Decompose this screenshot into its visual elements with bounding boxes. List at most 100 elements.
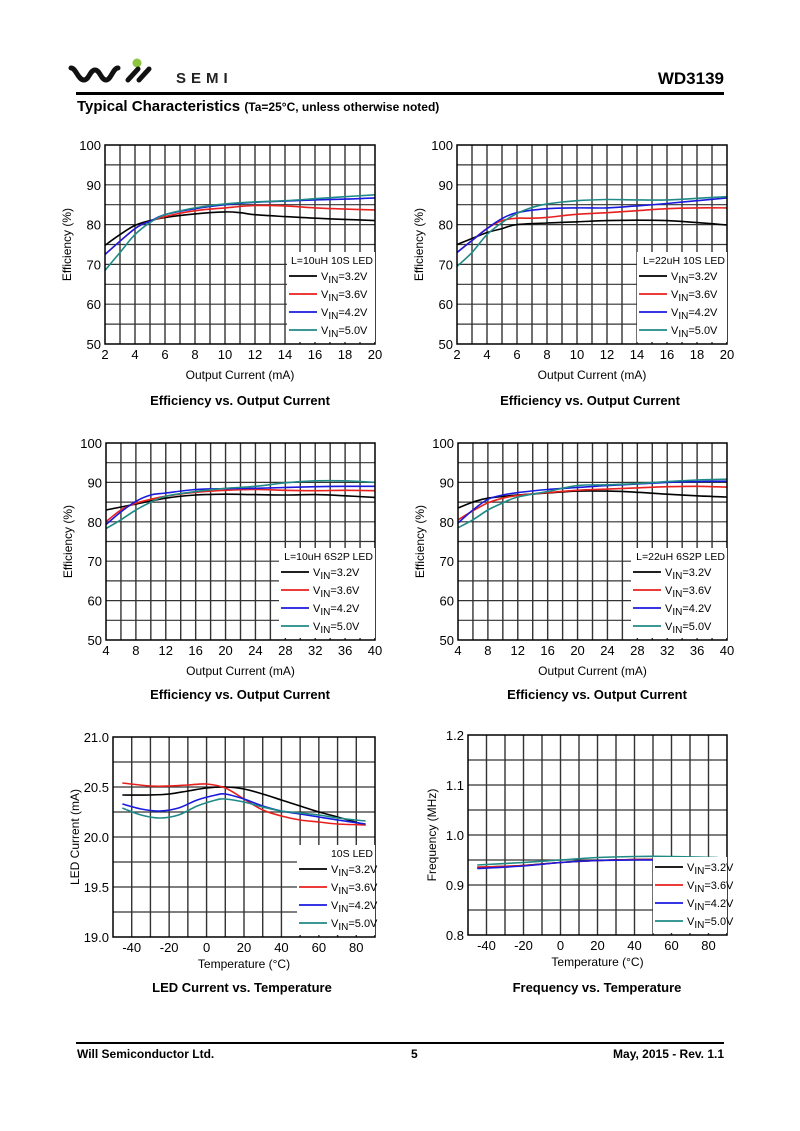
y-axis-label: Efficiency (%) — [61, 505, 75, 578]
legend-label: VIN=3.6V — [665, 585, 712, 600]
x-tick-label: 40 — [627, 938, 641, 953]
x-tick-label: 12 — [600, 347, 614, 362]
x-tick-label: 4 — [454, 643, 461, 658]
y-tick-label: 60 — [440, 594, 454, 609]
x-tick-label: -40 — [477, 938, 496, 953]
y-tick-label: 50 — [440, 633, 454, 648]
x-tick-label: 12 — [159, 643, 173, 658]
y-tick-label: 50 — [87, 337, 101, 352]
x-tick-label: 20 — [720, 347, 734, 362]
footer-rule — [76, 1042, 724, 1044]
footer-page-number: 5 — [411, 1047, 418, 1061]
x-tick-label: 40 — [368, 643, 382, 658]
legend-label: VIN=3.2V — [687, 862, 734, 877]
series-line-vin-3-2v — [104, 211, 376, 246]
x-tick-label: -40 — [122, 940, 141, 955]
x-tick-label: 24 — [248, 643, 262, 658]
x-tick-label: 4 — [102, 643, 109, 658]
logo-text: SEMI — [176, 70, 233, 87]
y-tick-label: 1.2 — [446, 728, 464, 743]
x-tick-label: 20 — [590, 938, 604, 953]
series-line-vin-3-2v — [122, 786, 366, 826]
series-line-vin-5-0v — [105, 479, 376, 530]
y-tick-label: 90 — [88, 475, 102, 490]
plot-frame — [112, 736, 376, 938]
series-line-vin-5-0v — [477, 855, 718, 866]
x-tick-label: 28 — [278, 643, 292, 658]
y-tick-label: 90 — [440, 475, 454, 490]
legend-box — [279, 548, 375, 638]
legend-title: L=22uH 10S LED — [643, 255, 725, 267]
x-tick-label: 80 — [701, 938, 715, 953]
chart-1-caption: Efficiency vs. Output Current — [150, 393, 330, 408]
x-axis-label: Temperature (°C) — [198, 957, 290, 971]
series-line-vin-5-0v — [457, 478, 728, 529]
y-axis-label: Efficiency (%) — [412, 208, 426, 281]
x-tick-label: 12 — [248, 347, 262, 362]
x-tick-label: 10 — [218, 347, 232, 362]
y-tick-label: 80 — [440, 515, 454, 530]
legend-box — [637, 252, 727, 342]
x-tick-label: 16 — [188, 643, 202, 658]
plot-frame — [456, 144, 728, 345]
y-tick-label: 80 — [87, 218, 101, 233]
y-tick-label: 21.0 — [84, 730, 109, 745]
legend-label: VIN=4.2V — [665, 603, 712, 618]
x-tick-label: 2 — [101, 347, 108, 362]
legend-label: VIN=3.2V — [665, 567, 712, 582]
legend-title: L=22uH 6S2P LED — [636, 551, 725, 563]
x-tick-label: 60 — [664, 938, 678, 953]
x-tick-label: 8 — [543, 347, 550, 362]
y-tick-label: 100 — [431, 138, 453, 153]
legend-label: VIN=3.6V — [313, 585, 360, 600]
y-tick-label: 100 — [432, 436, 454, 451]
x-axis-label: Temperature (°C) — [551, 955, 643, 969]
legend-label: VIN=3.2V — [671, 271, 718, 286]
chart-5: 19.0 19.5 20.0 20.5 21.0 -40 -20 0 20 40 60 80 Tempe… — [68, 730, 378, 971]
series-line-vin-4-2v — [456, 197, 728, 254]
legend-label: VIN=5.0V — [313, 621, 360, 636]
legend-label: VIN=4.2V — [687, 898, 734, 913]
x-tick-label: -20 — [514, 938, 533, 953]
series-line-vin-5-0v — [456, 195, 728, 267]
section-title-text: Typical Characteristics — [77, 98, 241, 115]
section-note: (Ta=25°C, unless otherwise noted) — [244, 100, 440, 114]
x-tick-label: 16 — [660, 347, 674, 362]
legend-label: VIN=3.6V — [321, 289, 368, 304]
x-tick-label: -20 — [160, 940, 179, 955]
legend-label: VIN=5.0V — [331, 918, 378, 933]
chart-4-caption: Efficiency vs. Output Current — [507, 687, 687, 702]
y-tick-label: 0.9 — [446, 878, 464, 893]
x-tick-label: 20 — [218, 643, 232, 658]
y-axis-label: Efficiency (%) — [413, 505, 427, 578]
x-tick-label: 10 — [570, 347, 584, 362]
plot-frame — [104, 144, 376, 345]
x-tick-label: 0 — [557, 938, 564, 953]
plot-frame — [105, 442, 376, 641]
y-tick-label: 19.0 — [84, 930, 109, 945]
legend-label: VIN=4.2V — [331, 900, 378, 915]
legend-box — [631, 548, 727, 638]
y-tick-label: 90 — [87, 178, 101, 193]
x-tick-label: 16 — [540, 643, 554, 658]
chart-6-caption: Frequency vs. Temperature — [512, 980, 682, 995]
chart-4: 50 60 70 80 90 100 4 8 12 16 20 24 28 32 36 40 Output Cu… — [413, 436, 734, 678]
x-tick-label: 36 — [690, 643, 704, 658]
series-line-vin-3-6v — [457, 485, 728, 521]
y-tick-label: 20.5 — [84, 780, 109, 795]
legend-label: VIN=5.0V — [321, 325, 368, 340]
x-tick-label: 8 — [484, 643, 491, 658]
legend: L=22uH 10S LED VIN=3.2V VIN=3.6V VIN=4.2V VI… — [637, 252, 727, 342]
x-tick-label: 0 — [203, 940, 210, 955]
x-axis-label: Output Current (mA) — [186, 664, 295, 678]
legend-label: VIN=5.0V — [665, 621, 712, 636]
chart-5-caption: LED Current vs. Temperature — [152, 980, 332, 995]
x-tick-label: 32 — [308, 643, 322, 658]
legend-label: VIN=3.6V — [687, 880, 734, 895]
y-tick-label: 70 — [88, 554, 102, 569]
series-line-vin-3-2v — [105, 493, 376, 511]
footer-revision: May, 2015 - Rev. 1.1 — [613, 1047, 724, 1061]
series-line-vin-5-0v — [104, 194, 376, 271]
legend-label: VIN=4.2V — [313, 603, 360, 618]
x-tick-label: 6 — [513, 347, 520, 362]
